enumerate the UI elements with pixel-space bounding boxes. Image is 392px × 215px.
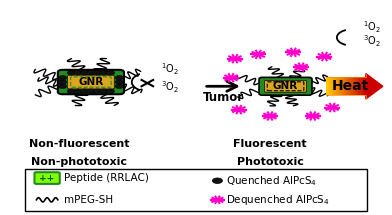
Circle shape [58, 80, 67, 84]
Text: Tumor: Tumor [203, 91, 244, 104]
Circle shape [74, 89, 82, 94]
Text: GNR: GNR [78, 77, 103, 87]
Circle shape [58, 75, 67, 80]
Bar [354, 77, 356, 95]
Bar [328, 77, 329, 95]
Text: Heat: Heat [332, 79, 369, 93]
Bar [359, 77, 361, 95]
Circle shape [87, 89, 95, 94]
Circle shape [115, 75, 123, 80]
Circle shape [100, 71, 108, 75]
Bar [365, 77, 366, 95]
Bar [356, 77, 357, 95]
Bar [25, 169, 367, 212]
Circle shape [58, 84, 67, 89]
Text: Non-fluorescent: Non-fluorescent [29, 139, 129, 149]
Text: Fluorescent: Fluorescent [233, 139, 307, 149]
Text: $^3$O$_2$: $^3$O$_2$ [363, 33, 381, 49]
Bar [327, 77, 328, 95]
Bar [347, 77, 349, 95]
Circle shape [100, 89, 108, 94]
Bar [333, 77, 335, 95]
Circle shape [67, 71, 76, 75]
Text: Phototoxic: Phototoxic [236, 157, 303, 167]
Bar [337, 77, 339, 95]
Text: Peptide (RRLAC): Peptide (RRLAC) [64, 173, 149, 183]
Circle shape [80, 89, 89, 94]
Bar [357, 77, 358, 95]
Bar [353, 77, 354, 95]
Circle shape [93, 71, 102, 75]
Bar [338, 77, 340, 95]
Bar [334, 77, 336, 95]
Bar [330, 77, 332, 95]
Text: GNR: GNR [273, 81, 298, 91]
Bar [329, 77, 331, 95]
Text: $^1$O$_2$: $^1$O$_2$ [363, 19, 381, 35]
Circle shape [106, 71, 114, 75]
Bar [350, 77, 352, 95]
Text: Dequenched AlPcS$_4$: Dequenched AlPcS$_4$ [226, 193, 330, 207]
Text: Non-phototoxic: Non-phototoxic [31, 157, 127, 167]
Bar [339, 77, 341, 95]
Circle shape [106, 89, 114, 94]
Bar [342, 77, 344, 95]
Bar [332, 77, 333, 95]
Bar [343, 77, 345, 95]
Bar [358, 77, 360, 95]
FancyBboxPatch shape [34, 172, 60, 184]
Circle shape [212, 178, 223, 183]
Bar [341, 77, 343, 95]
Bar [346, 77, 348, 95]
Text: $^1$O$_2$: $^1$O$_2$ [161, 62, 179, 77]
FancyBboxPatch shape [58, 70, 124, 94]
Bar [349, 77, 350, 95]
Circle shape [115, 84, 123, 89]
Circle shape [93, 89, 102, 94]
Circle shape [80, 71, 89, 75]
Text: Quenched AlPcS$_4$: Quenched AlPcS$_4$ [226, 174, 317, 188]
Circle shape [115, 80, 123, 84]
FancyBboxPatch shape [67, 75, 114, 89]
Text: $^3$O$_2$: $^3$O$_2$ [161, 80, 179, 95]
Bar [362, 77, 364, 95]
Text: ++: ++ [40, 174, 55, 183]
Bar [351, 77, 353, 95]
Circle shape [74, 71, 82, 75]
Circle shape [87, 71, 95, 75]
FancyBboxPatch shape [259, 77, 312, 95]
Text: mPEG-SH: mPEG-SH [64, 195, 113, 205]
Circle shape [67, 89, 76, 94]
Bar [363, 77, 365, 95]
FancyBboxPatch shape [265, 80, 307, 92]
Bar [336, 77, 337, 95]
Bar [345, 77, 347, 95]
Polygon shape [366, 74, 383, 99]
Bar [361, 77, 362, 95]
